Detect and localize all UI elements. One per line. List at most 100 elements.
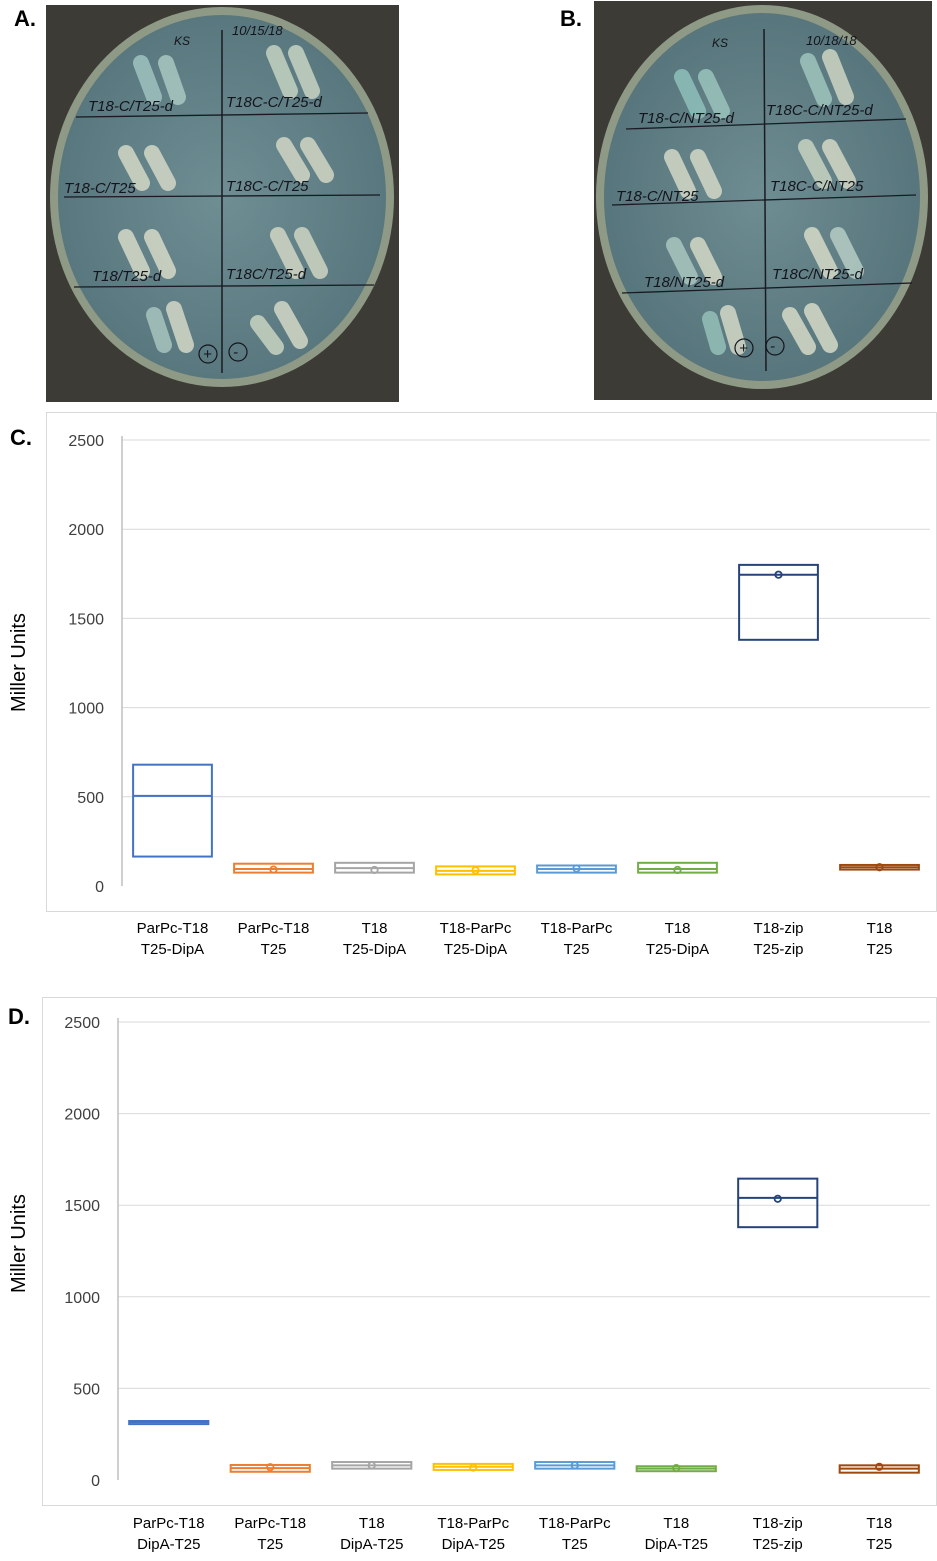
chart-d-y-tick-label: 500 bbox=[73, 1381, 100, 1398]
chart-d-x-tick-label: T25 bbox=[257, 1536, 283, 1553]
chart-d-box-5 bbox=[534, 1461, 616, 1470]
chart-c-x-tick-label: T18 bbox=[362, 920, 388, 937]
chart-d-x-tick-label: T18-zip bbox=[753, 1515, 803, 1532]
chart-c-y-tick-label: 2500 bbox=[68, 433, 104, 450]
plate-a-label-4: T18C-C/T25 bbox=[226, 178, 309, 195]
chart-d-x-tick-label: DipA-T25 bbox=[137, 1536, 200, 1553]
panel-label-c: C. bbox=[10, 425, 32, 450]
petri-plate-a-graphic: KS 10/15/18 T18-C/T25-d T18C-C/T25-d T18… bbox=[46, 5, 399, 402]
chart-c-x-tick-label: T18-zip bbox=[753, 920, 803, 937]
chart-c-x-tick-label: T18 bbox=[665, 920, 691, 937]
chart-c-box-body bbox=[738, 563, 819, 641]
chart-d-x-tick-label: DipA-T25 bbox=[645, 1536, 708, 1553]
chart-c-x-tick-label: T18-ParPc bbox=[541, 920, 613, 937]
chart-d-x-tick-label: DipA-T25 bbox=[442, 1536, 505, 1553]
chart-c-plot: 0 500 1000 1500 2000 2500 ParPc-T18 T25-DipA Par… bbox=[68, 433, 930, 958]
chart-d-box-8 bbox=[838, 1462, 920, 1474]
plate-a-label-5: T18/T25-d bbox=[92, 268, 162, 285]
chart-c-y-tick-label: 1500 bbox=[68, 611, 104, 628]
chart-c-x-tick-label: T25 bbox=[564, 941, 590, 958]
chart-d-x-tick-label: DipA-T25 bbox=[340, 1536, 403, 1553]
chart-c-x-tick-label: T25 bbox=[261, 941, 287, 958]
chart-c-box-3 bbox=[334, 861, 415, 875]
chart-c-box-body bbox=[132, 763, 213, 858]
chart-c-box-6 bbox=[637, 861, 718, 875]
petri-plate-b-graphic: KS 10/18/18 T18-C/NT25-d T18C-C/NT25-d T… bbox=[594, 1, 932, 400]
chart-d-box-mean-marker bbox=[570, 1461, 579, 1470]
chart-c-y-tick-label: 1000 bbox=[68, 701, 104, 718]
chart-c-x-tick-label: T25-DipA bbox=[141, 941, 204, 958]
chart-d-box-2 bbox=[229, 1463, 311, 1473]
panel-label-d: D. bbox=[8, 1004, 30, 1029]
chart-d-y-tick-label: 1000 bbox=[64, 1290, 100, 1307]
chart-c-box-mean-marker bbox=[370, 865, 379, 875]
chart-c-box-mean-marker bbox=[774, 570, 783, 579]
chart-d-x-tick-label: T18-ParPc bbox=[539, 1515, 611, 1532]
plate-b-label-3: T18-C/NT25 bbox=[616, 188, 699, 205]
plate-a-label-3: T18-C/T25 bbox=[64, 180, 136, 197]
chart-c-x-tick-label: ParPc-T18 bbox=[137, 920, 209, 937]
chart-c-box-body bbox=[637, 861, 718, 874]
plate-a-date: 10/15/18 bbox=[232, 23, 283, 38]
chart-d-box-mean-marker bbox=[875, 1462, 884, 1471]
chart-c-box-mean-marker bbox=[471, 866, 480, 875]
petri-plate-photo-a: KS 10/15/18 T18-C/T25-d T18C-C/T25-d T18… bbox=[46, 5, 399, 402]
chart-d-box-mean-marker bbox=[469, 1463, 478, 1472]
plate-a-label-2: T18C-C/T25-d bbox=[226, 94, 323, 111]
chart-c-box-8 bbox=[839, 863, 920, 872]
chart-d-x-tick-label: ParPc-T18 bbox=[234, 1515, 306, 1532]
plate-b-label-1: T18-C/NT25-d bbox=[638, 110, 735, 127]
panel-label-b: B. bbox=[560, 6, 582, 31]
chart-c-box-4 bbox=[435, 865, 516, 876]
chart-d-box-mean-marker bbox=[266, 1463, 275, 1472]
chart-d-box-1 bbox=[128, 1420, 210, 1426]
chart-c-x-tick-label: T25 bbox=[867, 941, 893, 958]
plate-a-label-6: T18C/T25-d bbox=[226, 266, 307, 283]
chart-d-y-tick-label: 2500 bbox=[64, 1015, 100, 1032]
chart-c-x-tick-label: T18-ParPc bbox=[440, 920, 512, 937]
chart-d-x-tick-label: T25 bbox=[562, 1536, 588, 1553]
chart-c-box-mean-marker bbox=[269, 865, 278, 874]
chart-d-x-tick-label: T25 bbox=[866, 1536, 892, 1553]
chart-d-x-tick-label: T18 bbox=[359, 1515, 385, 1532]
chart-c-box-5 bbox=[536, 864, 617, 874]
chart-c-x-tick-label: T25-DipA bbox=[444, 941, 507, 958]
plate-a-corner-text: KS bbox=[174, 34, 190, 48]
chart-c-x-tick-label: T25-DipA bbox=[343, 941, 406, 958]
plate-b-date: 10/18/18 bbox=[806, 33, 857, 48]
chart-d-y-tick-label: 1500 bbox=[64, 1198, 100, 1215]
plate-b-minus-label: - bbox=[770, 338, 775, 355]
chart-c-box-1 bbox=[132, 763, 213, 858]
chart-d-x-tick-label: T25-zip bbox=[753, 1536, 803, 1553]
chart-c-box-mean-marker bbox=[673, 865, 682, 875]
panel-label-a: A. bbox=[14, 6, 36, 31]
chart-c-x-tick-label: T25-zip bbox=[753, 941, 803, 958]
chart-d-box-mean-marker bbox=[367, 1461, 376, 1470]
chart-d-box-3 bbox=[331, 1461, 413, 1470]
plate-b-label-2: T18C-C/NT25-d bbox=[766, 102, 873, 119]
chart-c-box-mean-marker bbox=[572, 864, 581, 873]
chart-c-y-tick-label: 0 bbox=[95, 879, 104, 896]
chart-c-x-tick-label: ParPc-T18 bbox=[238, 920, 310, 937]
chart-d-y-tick-label: 0 bbox=[91, 1473, 100, 1490]
chart-d-x-tick-label: T18 bbox=[866, 1515, 892, 1532]
chart-d-box-6 bbox=[635, 1463, 717, 1473]
petri-plate-photo-b: KS 10/18/18 T18-C/NT25-d T18C-C/NT25-d T… bbox=[594, 1, 932, 400]
chart-c-x-tick-label: T18 bbox=[867, 920, 893, 937]
plate-a-plus-label: + bbox=[203, 346, 212, 363]
chart-c-y-tick-label: 500 bbox=[77, 790, 104, 807]
chart-c-box-2 bbox=[233, 862, 314, 874]
plate-b-label-6: T18C/NT25-d bbox=[772, 266, 864, 283]
chart-c-box-mean-marker bbox=[875, 863, 884, 872]
plate-a-minus-label: - bbox=[233, 344, 238, 361]
plate-b-label-4: T18C-C/NT25 bbox=[770, 178, 864, 195]
plate-b-corner-text: KS bbox=[712, 36, 728, 50]
plate-b-label-5: T18/NT25-d bbox=[644, 274, 725, 291]
chart-d-x-tick-label: T18 bbox=[663, 1515, 689, 1532]
chart-d-box-7 bbox=[737, 1177, 819, 1229]
chart-c-y-tick-label: 2000 bbox=[68, 522, 104, 539]
chart-d-box-mean-marker bbox=[773, 1194, 782, 1203]
chart-d-plot: 0 500 1000 1500 2000 2500 ParPc-T18 DipA-T25 Par… bbox=[64, 1015, 930, 1553]
chart-d-box-body bbox=[737, 1177, 819, 1229]
chart-c-frame bbox=[46, 412, 937, 912]
